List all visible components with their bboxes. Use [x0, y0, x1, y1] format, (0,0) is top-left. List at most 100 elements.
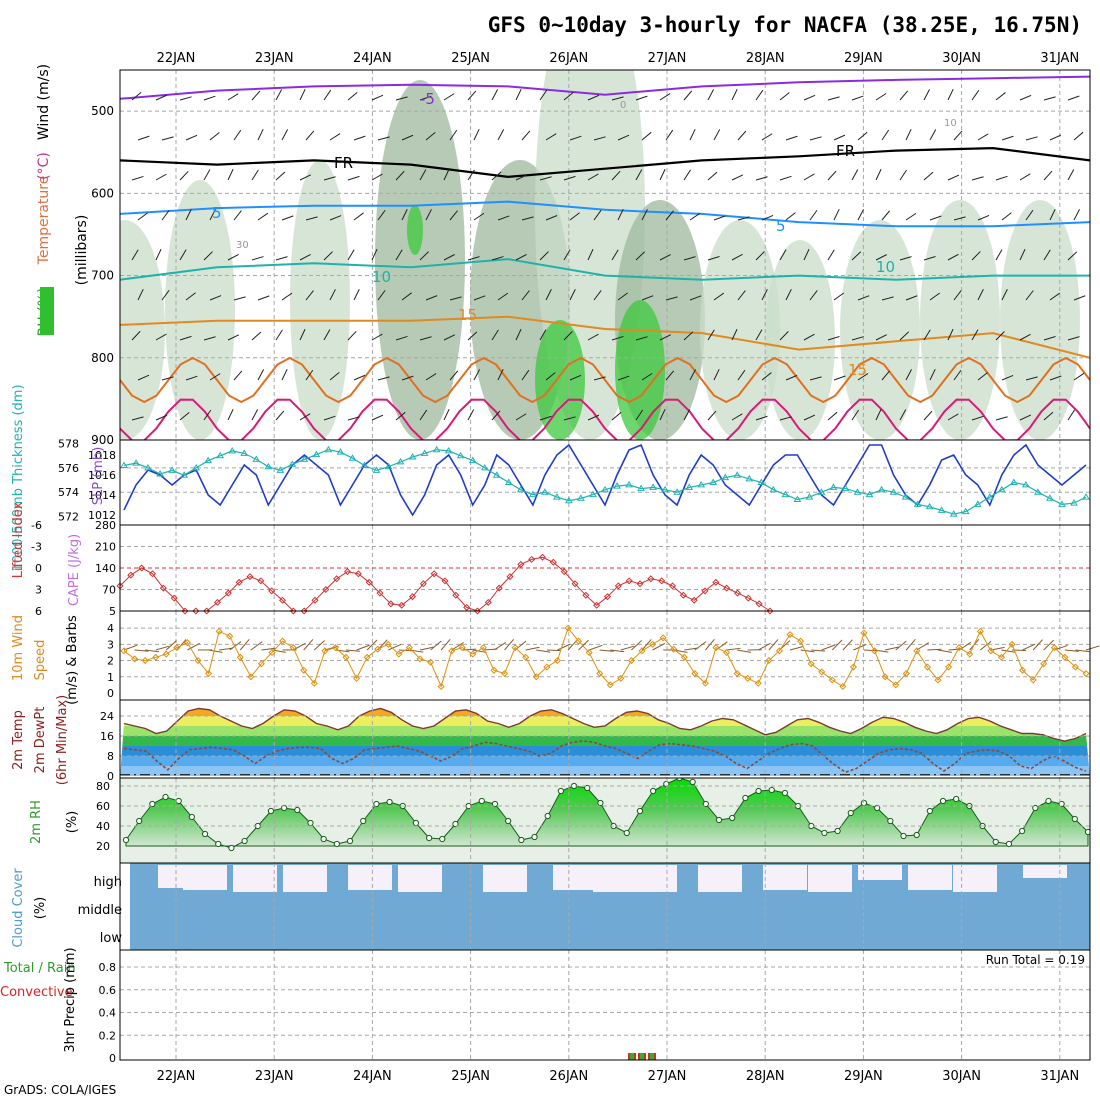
thickness-marker	[985, 493, 994, 500]
wind10m-marker	[923, 663, 931, 671]
wind-barb	[443, 168, 450, 181]
wind-barb	[611, 96, 624, 101]
wind-barb	[131, 330, 141, 341]
wind-barb	[449, 129, 458, 141]
thickness-marker	[685, 483, 694, 490]
wind-barb	[209, 295, 222, 301]
rh2m-marker	[860, 799, 868, 807]
thickness-marker	[721, 473, 730, 481]
rh2m-marker	[755, 787, 762, 795]
rh2m-marker	[926, 807, 933, 815]
wind-barb	[971, 415, 984, 421]
rh-shade-region	[615, 300, 665, 440]
wind-barb	[929, 129, 937, 141]
wind-barb	[227, 334, 240, 341]
wind-barb	[371, 94, 384, 101]
wind10m-barb	[916, 642, 930, 651]
wind-barb	[587, 94, 600, 101]
rh2m-marker	[373, 800, 380, 808]
wind10m-marker	[395, 650, 403, 658]
wind-barb	[203, 409, 212, 421]
wind-barb	[233, 370, 243, 381]
rh2m-marker	[781, 789, 789, 797]
upper-axis-label-part: (°C)	[36, 152, 52, 180]
wind-barb	[203, 95, 216, 101]
wind-barb	[779, 92, 790, 101]
wind-barb	[1001, 135, 1014, 141]
wind10m-marker	[205, 669, 213, 678]
wind-barb	[1019, 94, 1032, 101]
wind10m-marker	[215, 627, 223, 635]
wind-barb	[857, 373, 869, 381]
wind10m-barb	[229, 641, 242, 651]
cloud-gap	[553, 865, 597, 890]
wind-barb	[467, 256, 480, 261]
precip-tick-label: 0.2	[99, 1029, 117, 1042]
wind-barb	[611, 249, 619, 261]
dewpoint-line	[123, 740, 1087, 774]
wind-barb	[779, 249, 787, 261]
bottom-date-label: 26JAN	[549, 1069, 588, 1084]
cloud-gap	[808, 865, 852, 892]
wind10m-barb	[134, 649, 149, 652]
rh2m-marker	[478, 797, 485, 805]
wind-barb	[707, 410, 717, 421]
top-date-label: 31JAN	[1040, 51, 1079, 66]
wind-barb	[419, 336, 432, 341]
wind10m-barb	[726, 647, 741, 651]
wind10m-marker	[617, 674, 625, 682]
wind-barb	[953, 130, 963, 141]
wind-barb	[353, 289, 360, 301]
rh2m-marker	[729, 814, 736, 822]
li-marker	[614, 582, 622, 590]
rh2m-marker	[900, 832, 907, 840]
slp-tick-label: 1016	[88, 469, 116, 482]
wind-barb	[323, 415, 336, 421]
precip-tick-label: 0.8	[99, 961, 117, 974]
li-cape-axis-labels: Lifted Index CAPE (J/kg)	[11, 501, 82, 606]
wind10m-marker	[945, 663, 953, 671]
thickness-marker	[264, 462, 273, 470]
li-marker	[679, 591, 687, 599]
wind10m-barb	[546, 649, 561, 652]
wind-barb	[491, 256, 504, 261]
wind-barb	[539, 176, 552, 181]
wind-barb	[329, 215, 342, 221]
wind10m-marker	[606, 681, 614, 689]
cloud-gap	[183, 865, 227, 890]
wind10m-marker	[627, 657, 635, 665]
rh2m-marker	[215, 840, 222, 848]
rh2m-marker	[768, 786, 775, 794]
wind10m-marker	[173, 644, 181, 652]
wind10m-barb	[1032, 639, 1043, 651]
wind-barb	[923, 329, 931, 341]
rh2m-marker	[188, 813, 195, 821]
wind-barb	[803, 333, 815, 341]
thickness-marker	[637, 484, 645, 492]
wind-barb	[377, 376, 390, 381]
wind-barb	[665, 296, 678, 301]
wind-barb	[683, 409, 691, 421]
wind-barb	[545, 289, 552, 301]
wind-barb	[1067, 169, 1075, 181]
wind-barb	[665, 129, 674, 141]
wind-barb	[761, 214, 774, 221]
cape-tick-label: 70	[102, 584, 116, 597]
thickness-marker	[673, 488, 682, 495]
rh2m-marker	[281, 804, 288, 812]
thickness-axis-label: 1000-500mb Thickness (dm)	[11, 384, 26, 571]
temp2m-tick-labels: 0 8 16 24	[100, 710, 114, 783]
wind-barb	[131, 91, 142, 101]
wind-barb	[395, 335, 408, 341]
wind10m-marker	[1019, 666, 1027, 674]
li-axis-label: Lifted Index	[11, 501, 26, 578]
wind-barb	[419, 169, 427, 181]
wind-barb	[593, 376, 606, 381]
wind-barb	[779, 175, 792, 181]
wind-barb	[899, 409, 907, 421]
wind-barb	[737, 216, 750, 221]
wind-barb	[131, 175, 144, 181]
thickness-tick-labels: 572 574 576 578 1012 1014 1016 1018	[58, 438, 116, 524]
thickness-marker	[841, 484, 850, 492]
